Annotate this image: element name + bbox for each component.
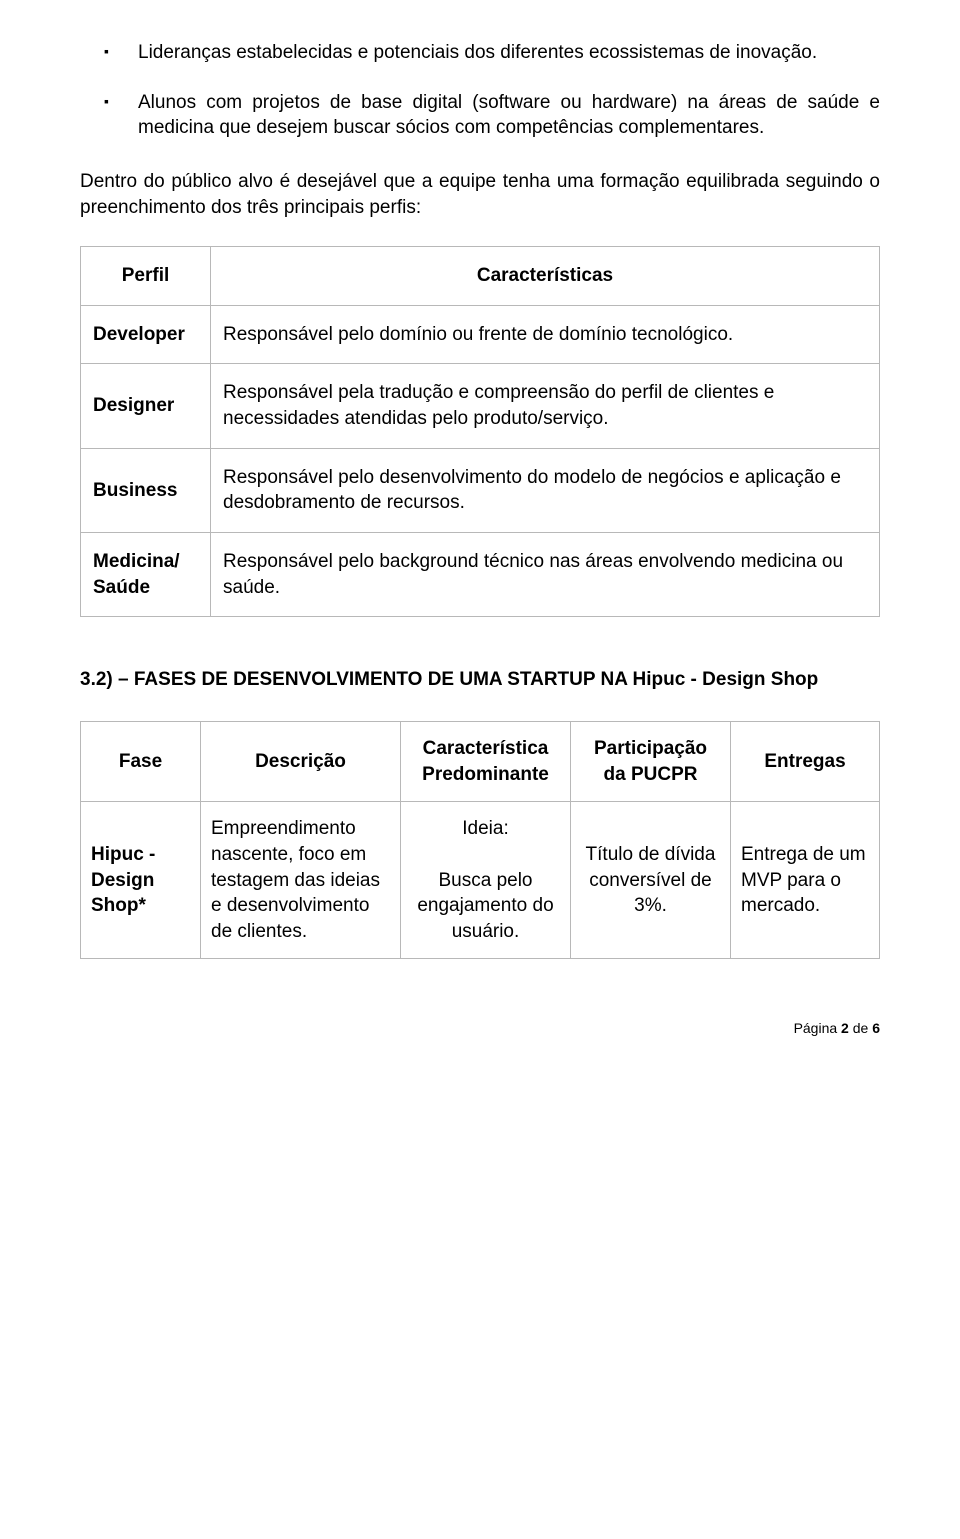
t2-fase: Hipuc - Design Shop* xyxy=(81,802,201,959)
table1-desc: Responsável pela tradução e compreensão … xyxy=(211,364,880,448)
table1-perfil: Developer xyxy=(81,305,211,364)
fases-table: Fase Descrição Característica Predominan… xyxy=(80,721,880,959)
intro-paragraph: Dentro do público alvo é desejável que a… xyxy=(80,169,880,220)
footer-total: 6 xyxy=(872,1020,880,1036)
table1-desc: Responsável pelo background técnico nas … xyxy=(211,533,880,617)
table1-perfil: Medicina/ Saúde xyxy=(81,533,211,617)
table1-header-perfil: Perfil xyxy=(81,247,211,306)
table1-perfil: Business xyxy=(81,448,211,532)
t2-part: Título de dívida conversível de 3%. xyxy=(571,802,731,959)
footer-prefix: Página xyxy=(794,1020,841,1036)
t2-carac: Ideia: Busca pelo engajamento do usuário… xyxy=(401,802,571,959)
t2-header-fase: Fase xyxy=(81,721,201,801)
t2-header-carac: Característica Predominante xyxy=(401,721,571,801)
page-footer: Página 2 de 6 xyxy=(80,1019,880,1038)
footer-sep: de xyxy=(849,1020,872,1036)
footer-current: 2 xyxy=(841,1020,849,1036)
table1-desc: Responsável pelo domínio ou frente de do… xyxy=(211,305,880,364)
t2-carac-line1: Ideia: xyxy=(462,818,508,839)
table1-header-carac: Características xyxy=(211,247,880,306)
table1-desc: Responsável pelo desenvolvimento do mode… xyxy=(211,448,880,532)
t2-header-part: Participação da PUCPR xyxy=(571,721,731,801)
bullet-item: Alunos com projetos de base digital (sof… xyxy=(104,90,880,141)
section-heading: 3.2) – FASES DE DESENVOLVIMENTO DE UMA S… xyxy=(80,667,880,693)
perfil-table: Perfil Características Developer Respons… xyxy=(80,246,880,617)
t2-ent: Entrega de um MVP para o mercado. xyxy=(731,802,880,959)
t2-header-desc: Descrição xyxy=(201,721,401,801)
bullet-item: Lideranças estabelecidas e potenciais do… xyxy=(104,40,880,66)
t2-carac-line2: Busca pelo engajamento do usuário. xyxy=(417,870,553,942)
table1-perfil: Designer xyxy=(81,364,211,448)
t2-header-ent: Entregas xyxy=(731,721,880,801)
bullet-list: Lideranças estabelecidas e potenciais do… xyxy=(104,40,880,141)
t2-desc: Empreendimento nascente, foco em testage… xyxy=(201,802,401,959)
